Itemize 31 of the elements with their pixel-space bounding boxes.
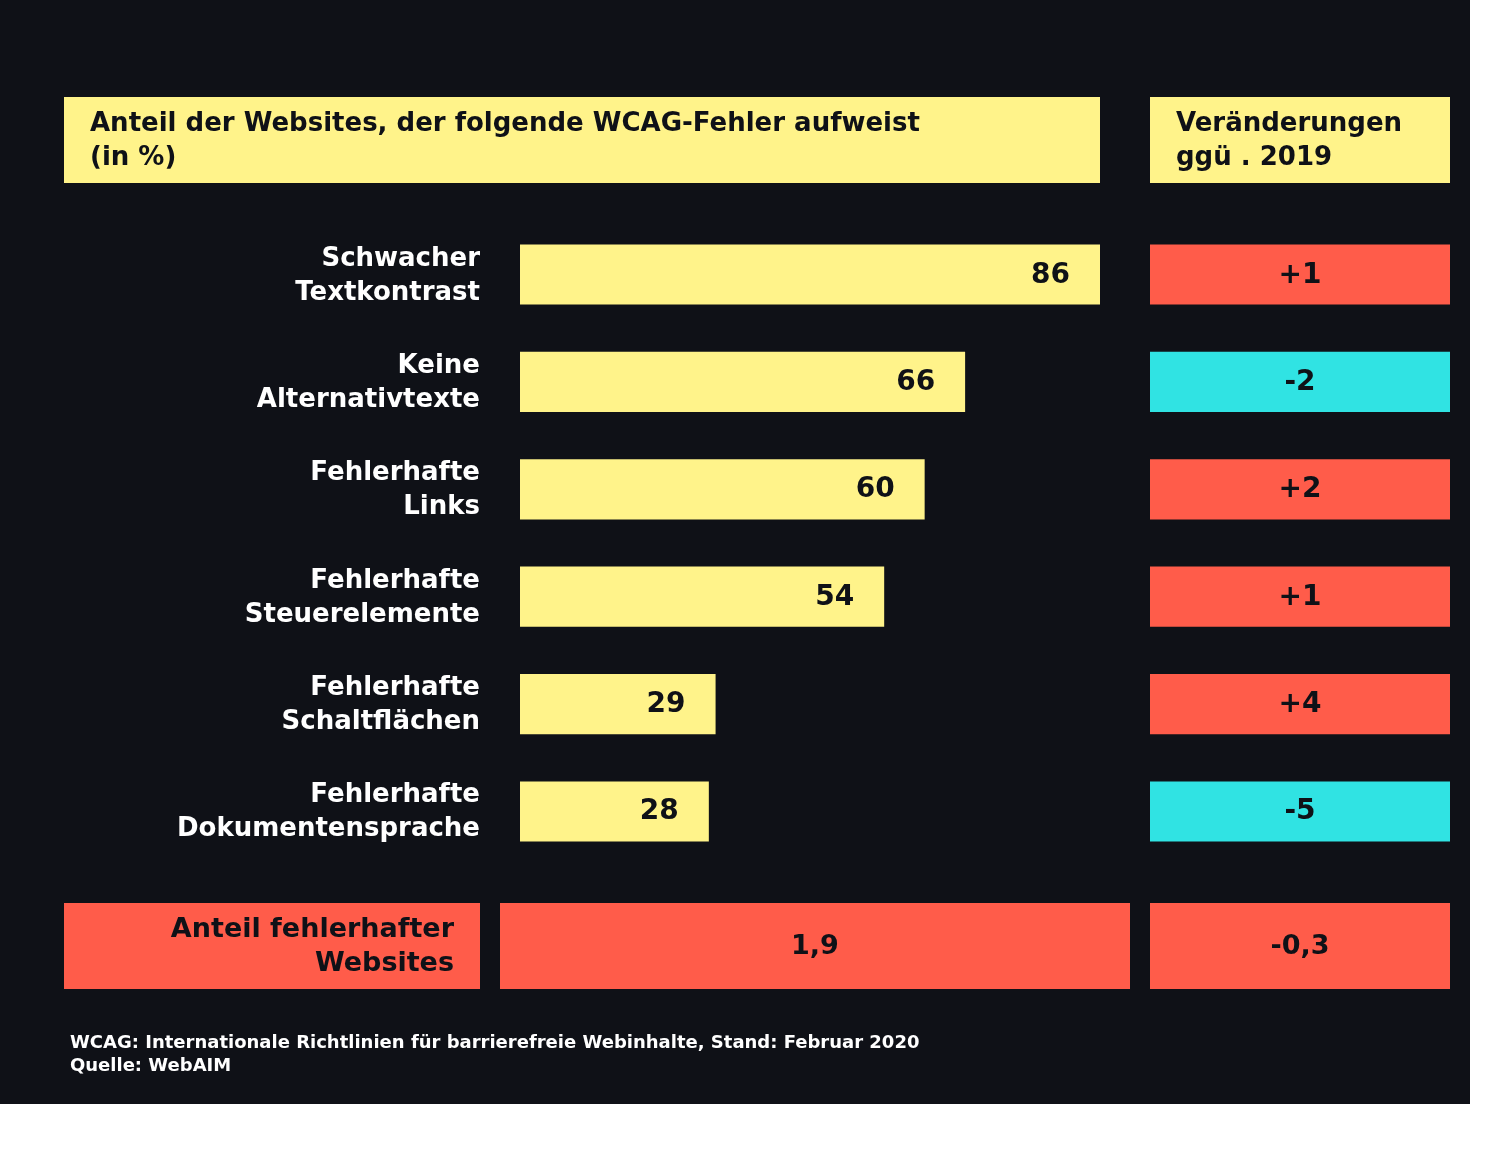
data-label: -2 <box>1284 363 1316 397</box>
bar <box>520 781 709 842</box>
text: WCAG: Internationale Richtlinien für barrierefreie Webinhalte, Stand: Februar 2020 <box>70 1031 920 1052</box>
y-tick-label: Fehlerhafte Steuerelemente <box>244 563 480 628</box>
data-label: -5 <box>1284 793 1316 827</box>
data-label: 66 <box>896 363 936 397</box>
text: Veränderungen ggü . 2019 <box>1176 107 1403 171</box>
y-tick-label: Fehlerhafte Dokumentensprache <box>176 778 480 843</box>
text: Anteil fehlerhafter Websites <box>170 912 455 977</box>
data-label: +1 <box>1278 256 1322 290</box>
data-label: +1 <box>1278 578 1322 612</box>
data-label: +4 <box>1278 686 1322 720</box>
data-label: +2 <box>1278 471 1322 505</box>
bar <box>520 351 966 412</box>
chart-title: Anteil der Websites, der folgende WCAG-Fehler aufweist (in %) <box>90 107 920 171</box>
data-label: 28 <box>639 793 679 827</box>
data-label: -0,3 <box>1270 929 1330 960</box>
bar <box>520 244 1100 305</box>
y-tick-label: Fehlerhafte Links <box>310 456 480 521</box>
y-tick-label: Fehlerhafte Schaltflächen <box>281 671 480 736</box>
bar <box>520 459 925 520</box>
source-note: Quelle: WebAIM <box>70 1054 232 1075</box>
bar <box>520 674 716 735</box>
data-label: 60 <box>855 471 895 505</box>
data-label: 86 <box>1031 256 1070 290</box>
y-tick-label: Keine Alternativtexte <box>256 348 480 413</box>
data-label: 1,9 <box>791 929 839 960</box>
data-label: 54 <box>815 578 855 612</box>
data-label: 29 <box>646 686 686 720</box>
bar <box>520 566 885 627</box>
y-tick-label: Schwacher Textkontrast <box>295 241 481 306</box>
